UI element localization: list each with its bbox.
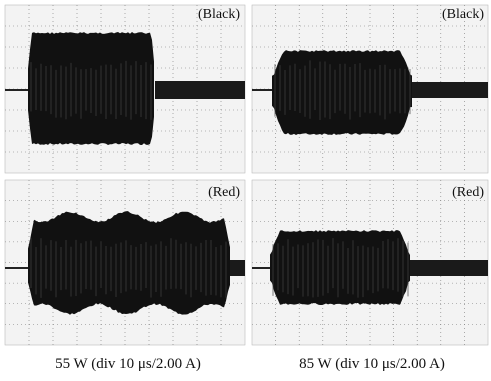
panel-label: (Black) xyxy=(442,7,484,22)
caption: 55 W (div 10 μs/2.00 A) xyxy=(55,356,201,372)
waveform-burst xyxy=(28,211,230,315)
waveform-burst xyxy=(272,50,412,135)
waveform-tail xyxy=(230,260,245,276)
waveform-tail xyxy=(410,260,488,276)
panel-label: (Red) xyxy=(452,185,484,200)
figure: (Black) (Black) (Red) (Red) 55 W (div 10… xyxy=(0,0,491,381)
waveform-tail xyxy=(155,81,245,99)
scope-panels xyxy=(5,5,488,345)
caption: 85 W (div 10 μs/2.00 A) xyxy=(299,356,445,372)
waveform-burst xyxy=(270,230,410,305)
panel-label: (Black) xyxy=(198,7,240,22)
waveform-tail xyxy=(412,82,488,98)
panel-label: (Red) xyxy=(208,185,240,200)
